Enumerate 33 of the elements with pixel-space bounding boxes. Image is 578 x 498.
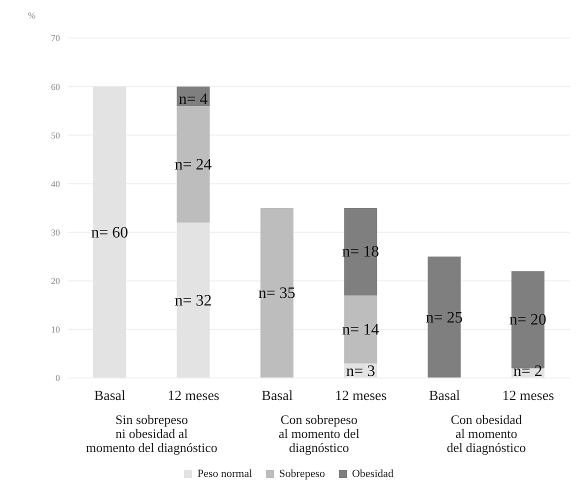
y-tick-label: 30 — [51, 227, 60, 238]
data-label: n= 2 — [513, 363, 542, 380]
legend-label: Obesidad — [350, 468, 394, 480]
y-tick-label: 10 — [51, 324, 60, 335]
bar — [260, 208, 294, 378]
data-label: n= 60 — [91, 224, 128, 242]
data-label: n= 24 — [174, 156, 212, 174]
y-tick-label: 70 — [51, 33, 60, 44]
legend-label: Sobrepeso — [278, 468, 325, 480]
y-axis-title: % — [28, 10, 36, 20]
x-tick-label: Basal — [262, 389, 293, 404]
x-tick-label: 12 meses — [502, 389, 554, 404]
x-tick-label: 12 meses — [168, 389, 220, 404]
data-label: n= 14 — [342, 321, 380, 338]
y-tick-label: 0 — [56, 373, 60, 384]
y-tick-label: 40 — [51, 178, 60, 189]
x-tick-label: Basal — [94, 389, 126, 404]
y-tick-label: 60 — [51, 82, 60, 92]
x-tick-label: Basal — [428, 389, 460, 404]
text: Con obesidad al momento del diagnóstico — [446, 412, 526, 455]
data-label: n= 4 — [178, 91, 208, 108]
bar — [344, 295, 378, 364]
y-tick-label: 20 — [51, 276, 60, 286]
data-label: n= 32 — [174, 292, 212, 310]
legend-label: Peso normal — [196, 468, 252, 480]
bar — [176, 106, 210, 223]
text: Con sobrepeso al momento del diagnóstico — [278, 412, 360, 455]
y-tick-label: 50 — [51, 130, 60, 140]
bar — [428, 256, 461, 378]
text: Sin sobrepeso ni obesidad al momento del diagnóstico — [86, 412, 218, 455]
data-label: n= 35 — [258, 285, 296, 302]
data-label: n= 3 — [346, 363, 376, 380]
x-tick-label: 12 meses — [334, 389, 387, 404]
